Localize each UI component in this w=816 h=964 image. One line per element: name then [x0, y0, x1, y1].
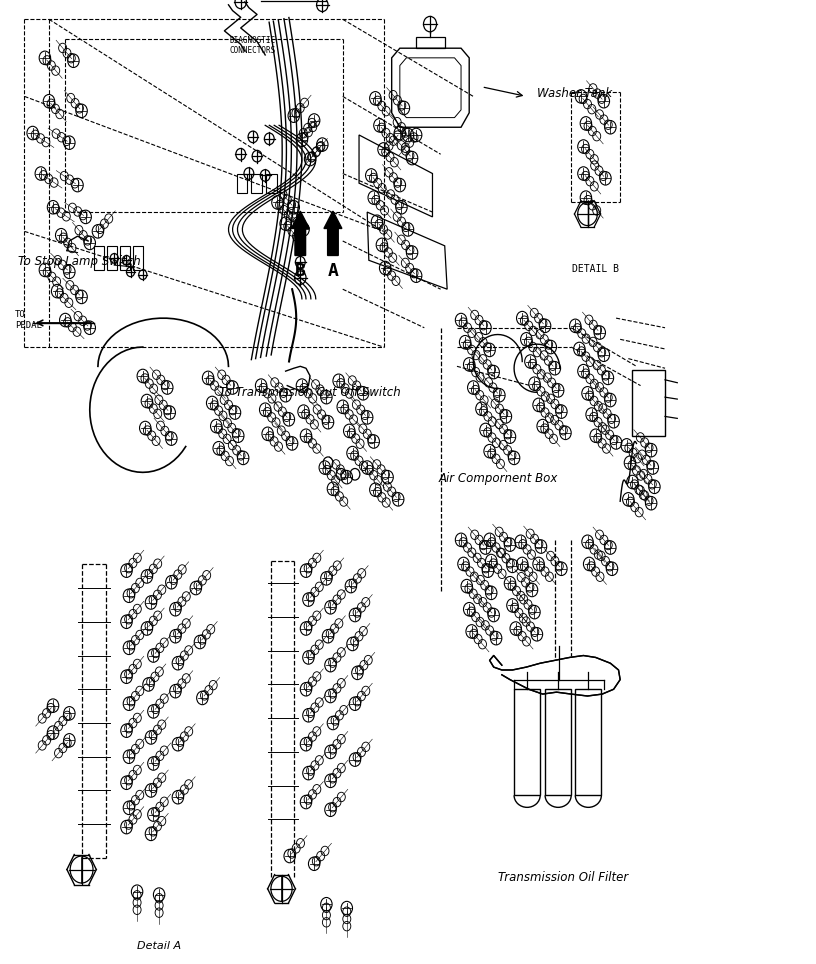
Bar — [545, 689, 571, 795]
Bar — [416, 37, 445, 48]
FancyArrow shape — [291, 211, 309, 255]
Polygon shape — [490, 656, 620, 696]
Text: Transmission Oil Filter: Transmission Oil Filter — [498, 871, 628, 884]
Bar — [120, 246, 130, 270]
Text: To Stop Lamp Switch: To Stop Lamp Switch — [18, 255, 140, 268]
Text: TO
PEDAL: TO PEDAL — [15, 310, 42, 330]
Bar — [237, 174, 247, 193]
Text: Air Compornent Box: Air Compornent Box — [439, 472, 558, 485]
Text: DIAGNOSTIC
CONNECTORS: DIAGNOSTIC CONNECTORS — [230, 36, 276, 55]
Bar — [251, 174, 262, 193]
Bar — [133, 246, 143, 270]
Text: To Transmission Cut Off Switch: To Transmission Cut Off Switch — [219, 386, 401, 398]
Bar — [632, 370, 665, 436]
Bar — [107, 246, 117, 270]
Text: Detail A: Detail A — [137, 941, 181, 951]
Text: DETAIL B: DETAIL B — [572, 264, 619, 274]
Text: B: B — [295, 262, 306, 281]
Bar — [266, 174, 277, 193]
Text: A: A — [327, 262, 339, 281]
Text: Washer Tank: Washer Tank — [537, 87, 612, 100]
Bar — [514, 689, 540, 795]
Bar — [575, 689, 601, 795]
FancyArrow shape — [324, 211, 342, 255]
Bar — [94, 246, 104, 270]
